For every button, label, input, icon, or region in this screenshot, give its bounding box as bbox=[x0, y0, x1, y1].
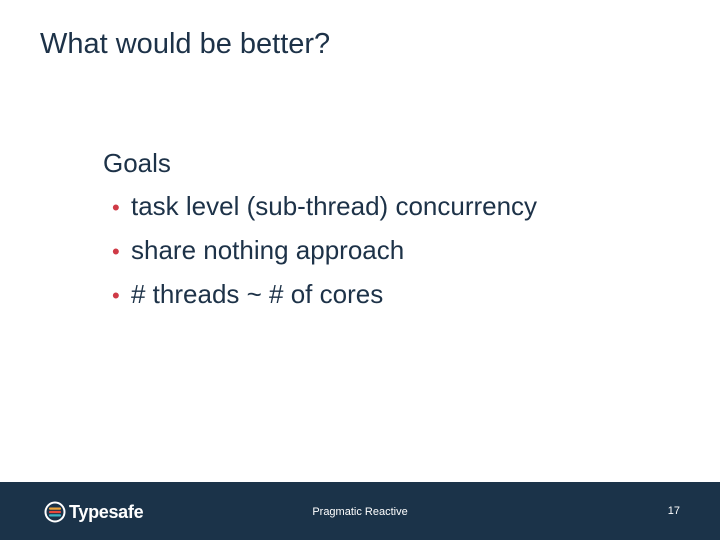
typesafe-logo-icon bbox=[44, 501, 66, 523]
bullet-text: # threads ~ # of cores bbox=[131, 279, 384, 309]
presentation-title: Pragmatic Reactive bbox=[312, 506, 408, 518]
bullet-text: task level (sub-thread) concurrency bbox=[131, 191, 538, 221]
footer-caption: Pragmatic Reactive bbox=[0, 506, 720, 518]
slide-content: Goals • task level (sub-thread) concurre… bbox=[103, 145, 537, 317]
bullet-dot-icon: • bbox=[112, 195, 120, 220]
page-number: 17 bbox=[667, 505, 680, 517]
slide-footer: Typesafe Pragmatic Reactive 17 bbox=[0, 482, 720, 540]
bullet-dot-icon: • bbox=[112, 283, 120, 308]
bullet-item: • task level (sub-thread) concurrency bbox=[112, 185, 537, 229]
bullet-list: • task level (sub-thread) concurrency • … bbox=[103, 185, 537, 317]
section-heading: Goals bbox=[103, 148, 171, 178]
bullet-dot-icon: • bbox=[112, 239, 120, 264]
typesafe-logo: Typesafe bbox=[44, 499, 144, 525]
bullet-text: share nothing approach bbox=[131, 235, 405, 265]
logo-text: Typesafe bbox=[69, 501, 144, 522]
bullet-item: • # threads ~ # of cores bbox=[112, 273, 537, 317]
bullet-item: • share nothing approach bbox=[112, 229, 537, 273]
slide-title: What would be better? bbox=[40, 28, 331, 60]
